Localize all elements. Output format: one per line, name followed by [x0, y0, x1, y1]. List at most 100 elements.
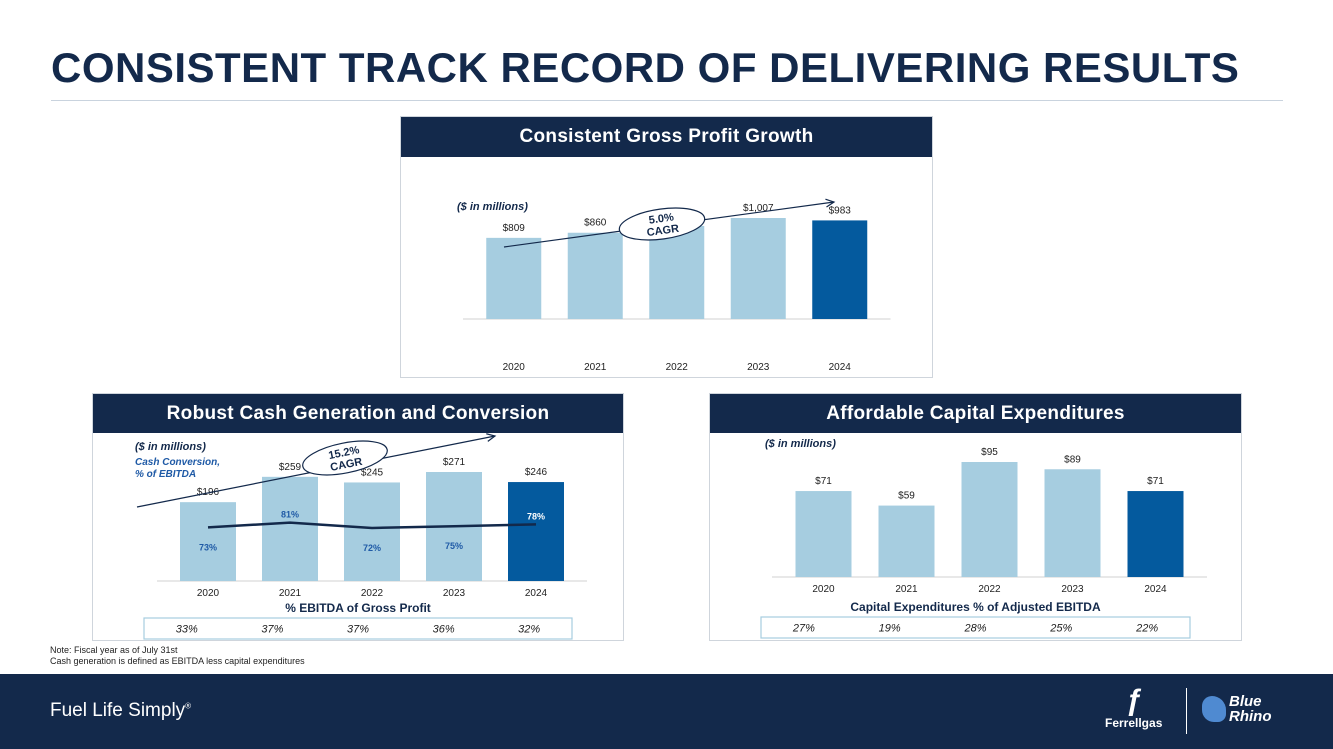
bar-2020 [180, 502, 236, 581]
x-tick-2021: 2021 [895, 584, 918, 595]
value-label-2023: $89 [1064, 454, 1081, 465]
bar-2023 [730, 218, 786, 319]
metric-value-2024: 22% [1135, 623, 1158, 635]
x-tick-2021: 2021 [279, 588, 302, 599]
bar-2021 [262, 476, 318, 581]
capex-panel: Affordable Capital Expenditures ($ in mi… [709, 393, 1242, 641]
value-label-2023: $1,007 [743, 203, 774, 214]
footer-bar: Fuel Life Simply® ƒ Ferrellgas Blue Rhin… [0, 674, 1333, 749]
metric-value-2020: 33% [176, 624, 198, 636]
bar-2021 [878, 505, 935, 577]
metric-box [143, 617, 573, 640]
cash-conversion-note-line-1: Cash Conversion, [135, 457, 220, 468]
x-tick-2020: 2020 [197, 588, 220, 599]
x-tick-2022: 2022 [361, 588, 384, 599]
metric-value-2020: 27% [792, 623, 815, 635]
cash-conversion-label-2023: 75% [445, 541, 463, 551]
cagr-ellipse [618, 207, 706, 241]
bar-2023 [1044, 469, 1101, 577]
x-tick-2020: 2020 [503, 362, 526, 373]
cash-conversion-label-2024: 78% [527, 511, 545, 521]
trademark-symbol: ® [185, 701, 192, 711]
bar-2024 [812, 220, 868, 319]
capex-chart: ($ in millions) $71 2020 $59 2021 $95 2022 $89 2… [760, 438, 1207, 639]
cash-generation-chart: ($ in millions) Cash Conversion,% of EBIT… [135, 433, 587, 640]
metric-value-2021: 37% [261, 624, 283, 636]
units-note: ($ in millions) [457, 201, 528, 213]
footnote-line-1: Note: Fiscal year as of July 31st [50, 645, 178, 655]
metric-value-2024: 32% [518, 624, 540, 636]
value-label-2022: $245 [361, 467, 384, 478]
x-tick-2020: 2020 [812, 584, 835, 595]
metric-title: % EBITDA of Gross Profit [285, 601, 431, 615]
cash-generation-panel: Robust Cash Generation and Conversion ($… [92, 393, 624, 641]
cagr-rate: 15.2% [328, 444, 361, 462]
bar-2022 [344, 482, 400, 581]
cash-conversion-line [207, 521, 537, 530]
cagr-ellipse [302, 440, 388, 476]
metric-value-2023: 36% [433, 624, 455, 636]
page-title: CONSISTENT TRACK RECORD OF DELIVERING RE… [51, 44, 1240, 91]
value-label-2024: $246 [525, 467, 548, 478]
blue-rhino-word-1: Blue [1229, 693, 1262, 710]
ferrellgas-f-icon: ƒ [1125, 684, 1143, 717]
value-label-2024: $71 [1147, 476, 1164, 487]
blue-rhino-word-2: Rhino [1229, 708, 1272, 725]
gross-profit-panel: Consistent Gross Profit Growth ($ in mil… [400, 116, 933, 378]
units-note: ($ in millions) [765, 438, 836, 450]
x-tick-2022: 2022 [666, 362, 689, 373]
metric-value-2023: 25% [1049, 623, 1072, 635]
x-tick-2024: 2024 [829, 362, 852, 373]
value-label-2021: $59 [898, 491, 915, 502]
bar-2020 [795, 491, 852, 577]
value-label-2023: $271 [443, 457, 466, 468]
cagr-rate: 5.0% [648, 211, 675, 226]
value-label-2024: $983 [829, 205, 852, 216]
logo-divider [1186, 688, 1187, 734]
units-note: ($ in millions) [135, 441, 206, 453]
cagr-arrow-head-icon [486, 433, 497, 442]
metric-title: Capital Expenditures % of Adjusted EBITD… [850, 600, 1101, 614]
value-label-2021: $259 [279, 462, 302, 473]
cash-conversion-label-2022: 72% [363, 543, 381, 553]
metric-value-2022: 37% [347, 624, 369, 636]
ferrellgas-logo: ƒ Ferrellgas [1105, 684, 1163, 731]
footnote-line-2: Cash generation is defined as EBITDA les… [50, 656, 305, 666]
bar-2020 [486, 237, 542, 319]
panel-header-cash-generation: Robust Cash Generation and Conversion [93, 394, 623, 433]
x-tick-2021: 2021 [584, 362, 607, 373]
title-divider [51, 100, 1283, 101]
cagr-arrow-head-icon [825, 198, 836, 208]
value-label-2020: $809 [503, 223, 526, 234]
value-label-2021: $860 [584, 218, 607, 229]
x-tick-2024: 2024 [525, 588, 548, 599]
bar-2022 [649, 225, 705, 319]
value-label-2020: $71 [815, 476, 832, 487]
footer-tagline: Fuel Life Simply® [50, 700, 191, 722]
bar-2021 [567, 232, 623, 319]
tagline-text: Fuel Life Simply [50, 700, 186, 721]
cash-conversion-label-2021: 81% [281, 510, 299, 520]
x-tick-2023: 2023 [1061, 584, 1084, 595]
blue-rhino-logo: Blue Rhino [1202, 694, 1272, 724]
metric-value-2021: 19% [879, 623, 901, 635]
bar-2024 [508, 482, 564, 581]
metric-box [760, 616, 1191, 639]
x-tick-2024: 2024 [1144, 584, 1167, 595]
metric-value-2022: 28% [963, 623, 986, 635]
footnote: Note: Fiscal year as of July 31st Cash g… [50, 645, 305, 667]
bar-2022 [961, 462, 1018, 577]
value-label-2022: $95 [981, 447, 998, 458]
x-tick-2023: 2023 [443, 588, 466, 599]
x-tick-2023: 2023 [747, 362, 770, 373]
cagr-label: CAGR [646, 223, 680, 239]
panel-header-capex: Affordable Capital Expenditures [710, 394, 1241, 433]
cash-conversion-label-2020: 73% [199, 542, 217, 552]
ferrellgas-name: Ferrellgas [1105, 716, 1163, 730]
rhino-icon [1202, 696, 1226, 722]
panel-header-gross-profit: Consistent Gross Profit Growth [401, 117, 932, 157]
bar-2024 [1127, 491, 1184, 577]
x-tick-2022: 2022 [978, 584, 1001, 595]
gross-profit-chart: ($ in millions)$8092020$8602021$9282022$… [457, 198, 891, 373]
cash-conversion-note-line-2: % of EBITDA [135, 469, 196, 480]
